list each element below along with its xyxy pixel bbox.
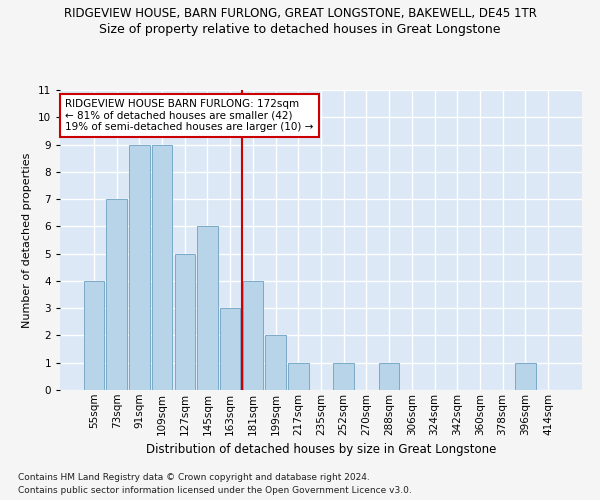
Bar bbox=[242, 281, 263, 390]
Y-axis label: Number of detached properties: Number of detached properties bbox=[22, 152, 32, 328]
Bar bbox=[197, 226, 218, 390]
Bar bbox=[379, 362, 400, 390]
Text: Size of property relative to detached houses in Great Longstone: Size of property relative to detached ho… bbox=[99, 22, 501, 36]
Bar bbox=[152, 144, 172, 390]
Bar bbox=[515, 362, 536, 390]
Bar bbox=[106, 199, 127, 390]
Bar bbox=[288, 362, 308, 390]
Text: RIDGEVIEW HOUSE BARN FURLONG: 172sqm
← 81% of detached houses are smaller (42)
1: RIDGEVIEW HOUSE BARN FURLONG: 172sqm ← 8… bbox=[65, 99, 314, 132]
Text: Distribution of detached houses by size in Great Longstone: Distribution of detached houses by size … bbox=[146, 442, 496, 456]
Bar bbox=[129, 144, 149, 390]
Bar bbox=[84, 281, 104, 390]
Bar bbox=[175, 254, 195, 390]
Bar bbox=[220, 308, 241, 390]
Text: RIDGEVIEW HOUSE, BARN FURLONG, GREAT LONGSTONE, BAKEWELL, DE45 1TR: RIDGEVIEW HOUSE, BARN FURLONG, GREAT LON… bbox=[64, 8, 536, 20]
Bar bbox=[265, 336, 286, 390]
Bar bbox=[334, 362, 354, 390]
Text: Contains HM Land Registry data © Crown copyright and database right 2024.: Contains HM Land Registry data © Crown c… bbox=[18, 472, 370, 482]
Text: Contains public sector information licensed under the Open Government Licence v3: Contains public sector information licen… bbox=[18, 486, 412, 495]
